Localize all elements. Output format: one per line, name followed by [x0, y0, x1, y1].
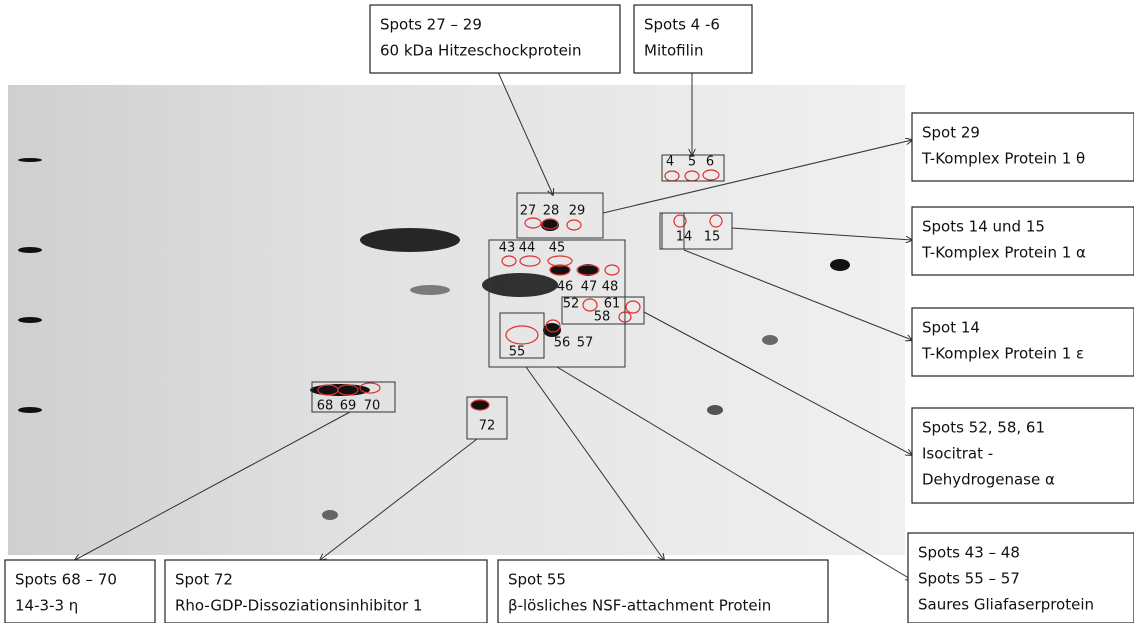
spot-label: 28 — [543, 204, 560, 219]
callout-text: Spot 55 — [508, 571, 566, 589]
callout-text: Spots 43 – 48 — [918, 544, 1020, 562]
callout-text: T-Komplex Protein 1 θ — [921, 150, 1085, 168]
callout-text: Spots 27 – 29 — [380, 16, 482, 34]
spot-label: 58 — [594, 310, 611, 325]
spot-label: 6 — [706, 155, 714, 170]
gel-image — [8, 85, 905, 555]
spot-label: 46 — [557, 280, 574, 295]
spot-label: 43 — [499, 241, 516, 256]
callout-text: Spot 14 — [922, 319, 980, 337]
spot-label: 47 — [581, 280, 598, 295]
spot-label: 57 — [577, 336, 594, 351]
callout-text: Mitofilin — [644, 42, 703, 60]
callout-text: Spots 55 – 57 — [918, 570, 1020, 588]
spot-label: 55 — [509, 345, 526, 360]
callout-text: T-Komplex Protein 1 α — [921, 244, 1086, 262]
spot-label: 69 — [340, 399, 357, 414]
callout-text: Spots 14 und 15 — [922, 218, 1045, 236]
callout-text: Spot 72 — [175, 571, 233, 589]
spot-label: 52 — [563, 297, 580, 312]
spot-label: 70 — [364, 399, 381, 414]
spot-label: 68 — [317, 399, 334, 414]
spot-label: 45 — [549, 241, 566, 256]
spot-label: 5 — [688, 155, 696, 170]
callout-text: Spots 4 -6 — [644, 16, 720, 34]
spot-label: 4 — [666, 155, 674, 170]
spot-label: 48 — [602, 280, 619, 295]
figure: 4562728291415434445464748526158555657686… — [0, 0, 1134, 623]
callout-text: Rho-GDP-Dissoziationsinhibitor 1 — [175, 597, 423, 615]
spot-label: 72 — [479, 419, 496, 434]
callout-text: T-Komplex Protein 1 ε — [921, 345, 1084, 363]
callout-text: 14-3-3 η — [15, 597, 78, 615]
spot-label: 56 — [554, 336, 571, 351]
callout-text: β-lösliches NSF-attachment Protein — [508, 597, 771, 615]
callout-text: Spots 68 – 70 — [15, 571, 117, 589]
callout-text: Spot 29 — [922, 124, 980, 142]
spot-label: 44 — [519, 241, 536, 256]
callout-text: Saures Gliafaserprotein — [918, 596, 1094, 614]
spot-label: 15 — [704, 230, 721, 245]
callout-text: Spots 52, 58, 61 — [922, 419, 1045, 437]
callout-text: 60 kDa Hitzeschockprotein — [380, 42, 581, 60]
spot-label: 14 — [676, 230, 693, 245]
callout-text: Dehydrogenase α — [922, 471, 1055, 489]
spot-label: 29 — [569, 204, 586, 219]
spot-label: 27 — [520, 204, 537, 219]
callout-text: Isocitrat - — [922, 445, 993, 463]
